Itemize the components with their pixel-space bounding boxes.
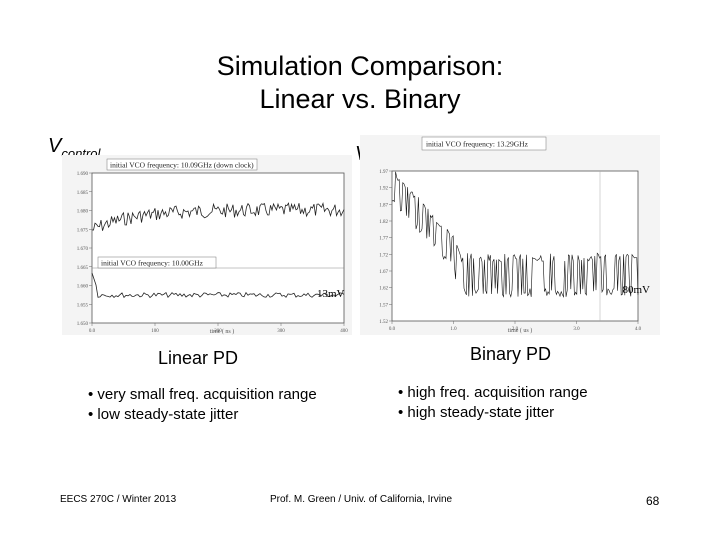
bullet-item: • very small freq. acquisition range (88, 386, 317, 403)
y-tick-label: 1.650 (77, 322, 89, 327)
x-tick-label: 0.0 (89, 329, 96, 334)
y-tick-label: 1.87 (379, 203, 388, 208)
y-tick-label: 1.92 (379, 187, 388, 192)
x-tick-label: 1.0 (450, 327, 457, 332)
x-ticks: 0.0 1.0 2.0 3.0 4.0 (389, 321, 642, 332)
amplitude-label: 13mV (317, 288, 345, 300)
trace-top (91, 202, 345, 231)
y-tick-label: 1.690 (77, 172, 89, 177)
annotation-top: initial VCO frequency: 10.09GHz (down cl… (110, 161, 254, 170)
annotation-bottom: initial VCO frequency: 10.00GHz (101, 259, 204, 268)
trace (391, 171, 639, 298)
bullet-item: • low steady-state jitter (88, 406, 239, 423)
x-tick-label: 100 (151, 329, 159, 334)
page-number: 68 (646, 494, 660, 508)
y-tick-label: 1.660 (77, 285, 89, 290)
annotation-box-top (106, 158, 258, 171)
linear-pd-caption: Linear PD (158, 348, 239, 368)
amplitude-label: 80mV (623, 284, 651, 296)
slide-title: Simulation Comparison: Linear vs. Binary (0, 50, 720, 116)
binary-pd-plot: 1.97 1.92 1.87 1.82 1.77 1.72 1.67 1.62 1.57 1.52… (360, 135, 660, 335)
trace-bottom (91, 272, 345, 299)
bullet-item: • high steady-state jitter (398, 404, 555, 421)
x-tick-label: 300 (277, 329, 285, 334)
bullet-item: • high freq. acquisition range (398, 384, 588, 401)
binary-pd-bullets: • high freq. acquisition range • high st… (398, 383, 588, 423)
y-tick-label: 1.62 (379, 287, 388, 292)
binary-pd-caption: Binary PD (470, 344, 552, 364)
y-tick-label: 1.97 (379, 170, 388, 175)
y-tick-label: 1.72 (379, 253, 388, 258)
y-ticks: 1.97 1.92 1.87 1.82 1.77 1.72 1.67 1.62 1.57 1.52 (379, 170, 392, 325)
annotation-box-bottom (97, 256, 217, 269)
y-tick-label: 1.77 (379, 237, 388, 242)
x-tick-label: 200 (214, 329, 222, 334)
plot-frame (391, 170, 639, 322)
footer-course: EECS 270C / Winter 2013 (60, 494, 177, 505)
x-tick-label: 0.0 (389, 327, 396, 332)
title-line-2: Linear vs. Binary (259, 84, 461, 114)
x-axis-label: time ( us ) (508, 327, 533, 334)
x-ticks: 0.0 100 200 300 400 (89, 323, 348, 334)
title-line-1: Simulation Comparison: (216, 51, 504, 81)
y-tick-label: 1.685 (77, 191, 89, 196)
x-tick-label: 2.0 (512, 327, 519, 332)
y-tick-label: 1.67 (379, 270, 388, 275)
annotation-box-top (421, 136, 547, 151)
y-tick-label: 1.82 (379, 220, 388, 225)
linear-pd-plot: 1.690 1.685 1.680 1.675 1.670 1.665 1.660 1.655… (62, 155, 352, 335)
plot-frame (91, 172, 345, 324)
annotation-top: initial VCO frequency: 13.29GHz (426, 140, 529, 149)
linear-pd-bullets: • very small freq. acquisition range • l… (88, 385, 317, 425)
y-tick-label: 1.57 (379, 303, 388, 308)
footer-author: Prof. M. Green / Univ. of California, Ir… (270, 494, 453, 505)
x-tick-label: 3.0 (573, 327, 580, 332)
y-tick-label: 1.655 (77, 303, 89, 308)
y-ticks: 1.690 1.685 1.680 1.675 1.670 1.665 1.660 1.655… (77, 172, 92, 327)
y-tick-label: 1.670 (77, 247, 89, 252)
x-axis-label: time ( ns ) (210, 328, 235, 335)
x-tick-label: 4.0 (635, 327, 642, 332)
x-tick-label: 400 (340, 329, 348, 334)
y-tick-label: 1.675 (77, 228, 89, 233)
y-tick-label: 1.680 (77, 210, 89, 215)
y-tick-label: 1.665 (77, 266, 89, 271)
y-tick-label: 1.52 (379, 320, 388, 325)
